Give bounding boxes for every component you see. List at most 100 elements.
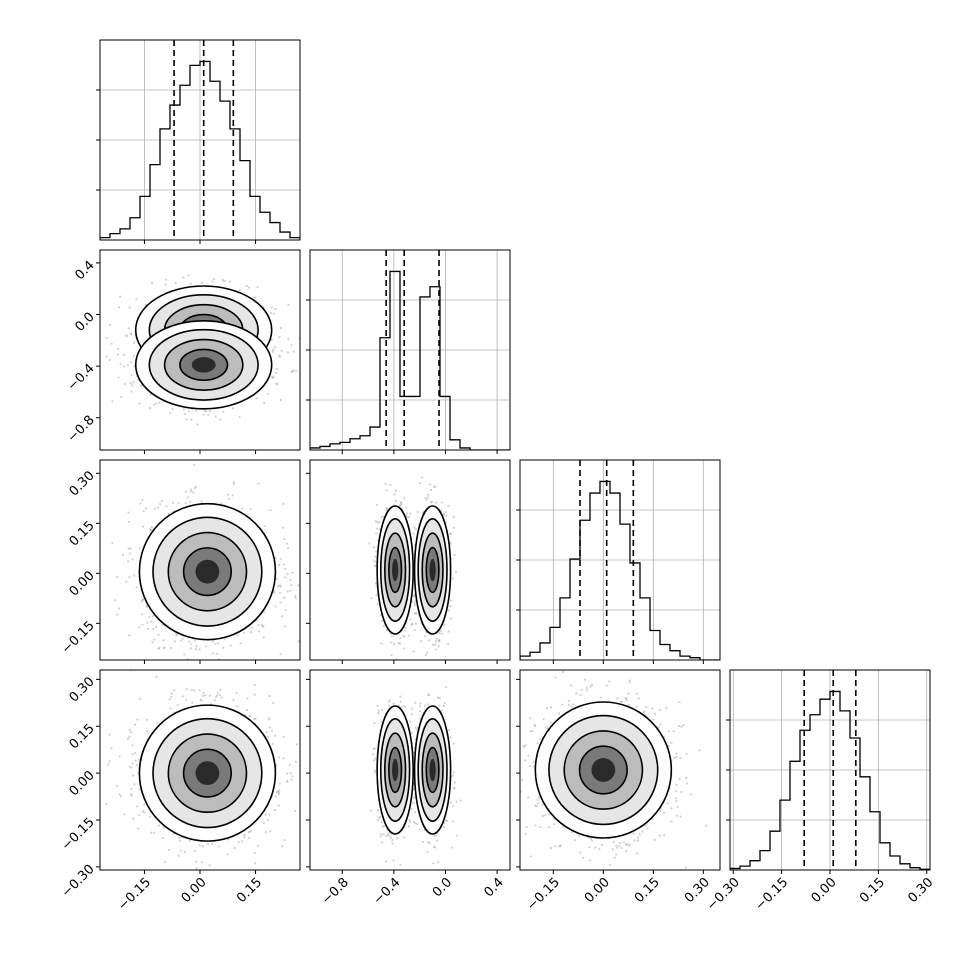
histogram-bin bbox=[200, 61, 210, 240]
panel-1-0: 0.4 0.0 −0.4 −0.8 bbox=[65, 249, 301, 454]
y-tick-label: 0.00 bbox=[67, 768, 98, 799]
panel-2-1 bbox=[306, 459, 511, 664]
histogram-bin bbox=[810, 715, 820, 870]
y-tick-label: 0.4 bbox=[72, 258, 97, 283]
panel-frame bbox=[309, 459, 511, 661]
histogram-bin bbox=[550, 627, 560, 660]
x-tick-label: −0.30 bbox=[704, 875, 743, 914]
histogram-bin bbox=[400, 396, 410, 450]
y-tick-label: 0.00 bbox=[67, 568, 98, 599]
histogram-bin bbox=[170, 105, 180, 240]
x-tick-label: −0.15 bbox=[115, 875, 154, 914]
panel-frame bbox=[99, 39, 301, 241]
histogram-bin bbox=[830, 691, 840, 870]
panel-frame bbox=[309, 669, 511, 871]
histogram-bin bbox=[190, 65, 200, 240]
panel-3-0: 0.30 0.15 0.00 −0.15 −0.30 −0.15 0.00 0.15 bbox=[59, 669, 301, 914]
histogram-bin bbox=[840, 711, 850, 870]
histogram-bin bbox=[800, 730, 810, 870]
density-contour bbox=[392, 758, 399, 782]
histogram-step bbox=[100, 60, 300, 240]
histogram-bin bbox=[440, 396, 450, 450]
y-tick-label: 0.30 bbox=[67, 674, 98, 705]
histogram-bin bbox=[360, 436, 370, 450]
histogram-bin bbox=[900, 864, 910, 870]
histogram-bin bbox=[630, 563, 640, 660]
histogram-bin bbox=[740, 866, 750, 870]
density-contour bbox=[392, 558, 399, 582]
histogram-bin bbox=[760, 851, 770, 870]
histogram-bin bbox=[450, 440, 460, 450]
x-tick-label: 0.00 bbox=[582, 875, 613, 906]
panel-3-3: −0.30 −0.15 0.00 0.15 0.30 bbox=[704, 669, 936, 914]
density-contour bbox=[429, 758, 436, 782]
histogram-bin bbox=[680, 656, 690, 660]
histogram-bin bbox=[670, 651, 680, 660]
x-tick-label: 0.00 bbox=[179, 875, 210, 906]
histogram-bin bbox=[890, 856, 900, 870]
histogram-bin bbox=[390, 271, 400, 450]
panel-0-0 bbox=[96, 39, 301, 244]
histogram-bin bbox=[110, 234, 120, 240]
density-contour bbox=[195, 761, 220, 786]
y-tick-label: −0.30 bbox=[59, 862, 98, 901]
histogram-bin bbox=[580, 520, 590, 660]
panel-frame bbox=[519, 459, 721, 661]
histogram-bin bbox=[770, 831, 780, 870]
panel-frame bbox=[99, 249, 301, 451]
panel-3-1: −0.8 −0.4 0.0 0.4 bbox=[306, 669, 511, 908]
histogram-bin bbox=[320, 446, 330, 450]
panel-frame bbox=[99, 459, 301, 661]
histogram-bin bbox=[570, 559, 580, 660]
panel-2-2 bbox=[516, 459, 721, 664]
histogram-bin bbox=[650, 630, 660, 660]
x-tick-label: 0.00 bbox=[809, 875, 840, 906]
histogram-bin bbox=[640, 598, 650, 660]
histogram-bin bbox=[140, 196, 150, 240]
y-tick-label: −0.4 bbox=[65, 361, 98, 394]
density-contour bbox=[429, 558, 436, 582]
histogram-bin bbox=[610, 493, 620, 660]
x-tick-label: −0.15 bbox=[524, 875, 563, 914]
histogram-bin bbox=[660, 644, 670, 660]
histogram-bin bbox=[340, 442, 350, 450]
x-tick-label: 0.15 bbox=[857, 875, 888, 906]
x-tick-label: 0.4 bbox=[482, 875, 507, 900]
histogram-bin bbox=[790, 761, 800, 870]
x-tick-label: 0.15 bbox=[632, 875, 663, 906]
panel-frame bbox=[729, 669, 931, 871]
histogram-bin bbox=[240, 161, 250, 240]
x-tick-label: −0.8 bbox=[319, 875, 352, 908]
histogram-bin bbox=[180, 85, 190, 240]
histogram-step bbox=[730, 690, 930, 870]
x-tick-label: −0.4 bbox=[371, 875, 404, 908]
histogram-step bbox=[310, 270, 510, 450]
histogram-bin bbox=[850, 738, 860, 870]
histogram-bin bbox=[540, 643, 550, 660]
y-tick-label: −0.15 bbox=[59, 618, 98, 657]
panel-1-1 bbox=[306, 249, 511, 454]
histogram-bin bbox=[870, 812, 880, 870]
x-tick-label: −0.15 bbox=[752, 875, 791, 914]
y-tick-label: −0.15 bbox=[59, 815, 98, 854]
histogram-bin bbox=[330, 444, 340, 450]
histogram-bin bbox=[780, 800, 790, 870]
density-contour bbox=[195, 559, 220, 584]
histogram-bin bbox=[280, 232, 290, 240]
histogram-bin bbox=[370, 427, 380, 450]
histogram-bin bbox=[820, 699, 830, 870]
histogram-bin bbox=[600, 481, 610, 660]
y-tick-label: 0.15 bbox=[67, 721, 98, 752]
y-tick-label: 0.30 bbox=[67, 468, 98, 499]
histogram-bin bbox=[350, 439, 360, 450]
histogram-step bbox=[520, 480, 720, 660]
histogram-bin bbox=[160, 129, 170, 240]
histogram-bin bbox=[560, 598, 570, 660]
panel-frame bbox=[99, 669, 301, 871]
histogram-bin bbox=[210, 81, 220, 240]
density-contour bbox=[591, 758, 616, 782]
panel-3-2: −0.15 0.00 0.15 0.30 bbox=[516, 669, 721, 914]
x-tick-label: 0.15 bbox=[234, 875, 265, 906]
y-tick-label: −0.8 bbox=[65, 413, 98, 446]
